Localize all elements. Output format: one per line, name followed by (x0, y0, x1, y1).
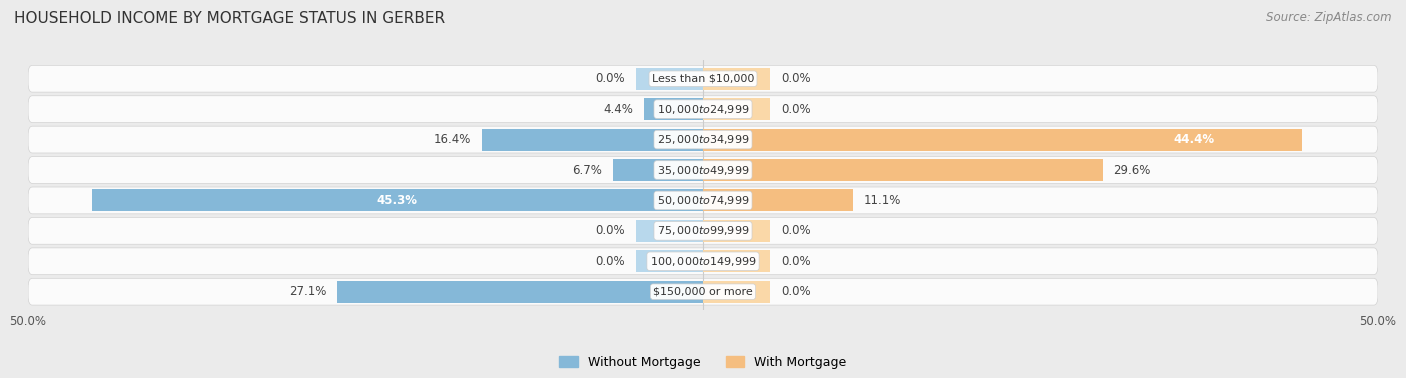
FancyBboxPatch shape (28, 278, 1378, 305)
Bar (703, 68, 770, 90)
Bar (703, 98, 770, 120)
FancyBboxPatch shape (28, 217, 1378, 244)
Bar (703, 250, 770, 272)
FancyBboxPatch shape (28, 187, 1378, 214)
Text: $10,000 to $24,999: $10,000 to $24,999 (657, 103, 749, 116)
Bar (644, 98, 703, 120)
Bar (703, 281, 770, 303)
Bar (703, 220, 770, 242)
Text: 27.1%: 27.1% (290, 285, 326, 298)
Bar (636, 250, 703, 272)
Bar (703, 189, 853, 211)
Text: $25,000 to $34,999: $25,000 to $34,999 (657, 133, 749, 146)
FancyBboxPatch shape (28, 126, 1378, 153)
Text: $150,000 or more: $150,000 or more (654, 287, 752, 297)
Bar (703, 129, 1302, 150)
Text: 0.0%: 0.0% (782, 72, 811, 85)
Text: $100,000 to $149,999: $100,000 to $149,999 (650, 255, 756, 268)
Text: 0.0%: 0.0% (782, 103, 811, 116)
Text: 0.0%: 0.0% (595, 72, 624, 85)
Text: HOUSEHOLD INCOME BY MORTGAGE STATUS IN GERBER: HOUSEHOLD INCOME BY MORTGAGE STATUS IN G… (14, 11, 446, 26)
Bar (613, 159, 703, 181)
Text: $35,000 to $49,999: $35,000 to $49,999 (657, 164, 749, 177)
Bar (636, 68, 703, 90)
Bar (636, 220, 703, 242)
Text: 4.4%: 4.4% (603, 103, 633, 116)
Text: 16.4%: 16.4% (433, 133, 471, 146)
Legend: Without Mortgage, With Mortgage: Without Mortgage, With Mortgage (554, 350, 852, 373)
Text: Less than $10,000: Less than $10,000 (652, 74, 754, 84)
Bar (91, 189, 703, 211)
Text: 0.0%: 0.0% (782, 255, 811, 268)
FancyBboxPatch shape (28, 248, 1378, 275)
Text: 0.0%: 0.0% (782, 225, 811, 237)
Text: 29.6%: 29.6% (1114, 164, 1150, 177)
Text: 11.1%: 11.1% (863, 194, 901, 207)
Text: 0.0%: 0.0% (595, 225, 624, 237)
FancyBboxPatch shape (28, 156, 1378, 183)
FancyBboxPatch shape (28, 96, 1378, 122)
Bar (703, 159, 1102, 181)
Bar (337, 281, 703, 303)
Text: 44.4%: 44.4% (1174, 133, 1215, 146)
Bar (482, 129, 703, 150)
Text: $50,000 to $74,999: $50,000 to $74,999 (657, 194, 749, 207)
Text: 0.0%: 0.0% (782, 285, 811, 298)
Text: $75,000 to $99,999: $75,000 to $99,999 (657, 225, 749, 237)
Text: 6.7%: 6.7% (572, 164, 602, 177)
Text: Source: ZipAtlas.com: Source: ZipAtlas.com (1267, 11, 1392, 24)
Text: 0.0%: 0.0% (595, 255, 624, 268)
Text: 45.3%: 45.3% (377, 194, 418, 207)
FancyBboxPatch shape (28, 65, 1378, 92)
